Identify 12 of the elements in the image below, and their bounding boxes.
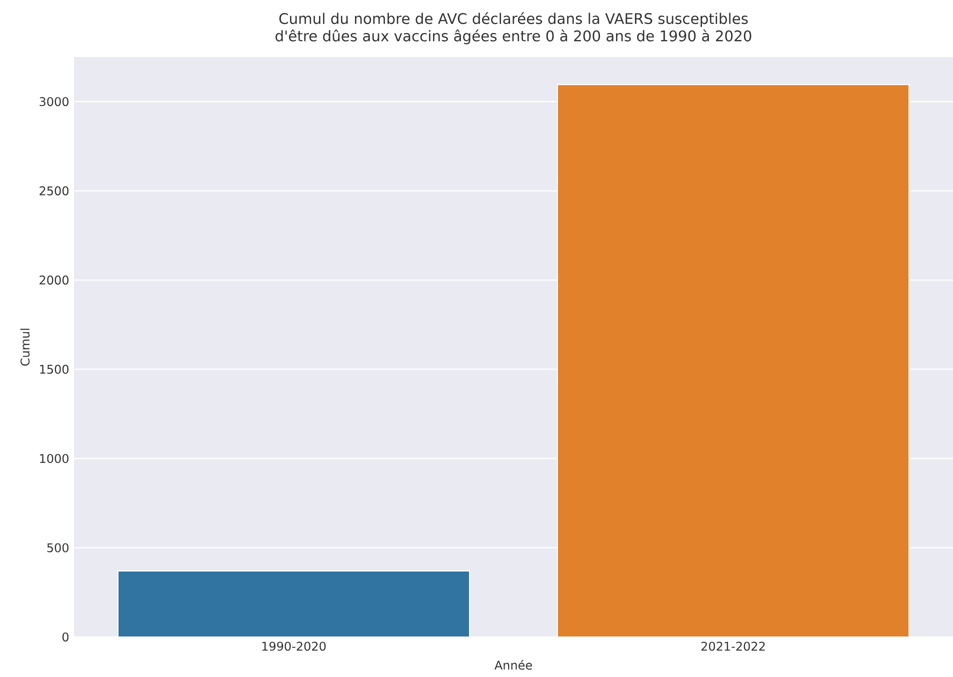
chart-title: Cumul du nombre de AVC déclarées dans la VAERS susceptibles d'être dûes aux vaccins âgées entre 0 à 200 ans de 1990 à 2020: [276, 12, 752, 44]
y-tick-label: 500: [47, 543, 68, 552]
x-axis-title: Année: [494, 660, 532, 670]
y-tick-label: 2000: [40, 276, 68, 285]
y-axis-title: Cumul: [20, 328, 30, 366]
y-tick-label: 1000: [40, 454, 68, 464]
x-tick-label: 1990-2020: [262, 642, 326, 651]
y-tick-label: 1500: [40, 364, 68, 374]
y-tick-label: 0: [62, 632, 68, 642]
y-tick-label: 2500: [40, 186, 68, 196]
x-tick-label: 2021-2022: [701, 642, 765, 651]
y-tick-label: 3000: [40, 97, 68, 106]
